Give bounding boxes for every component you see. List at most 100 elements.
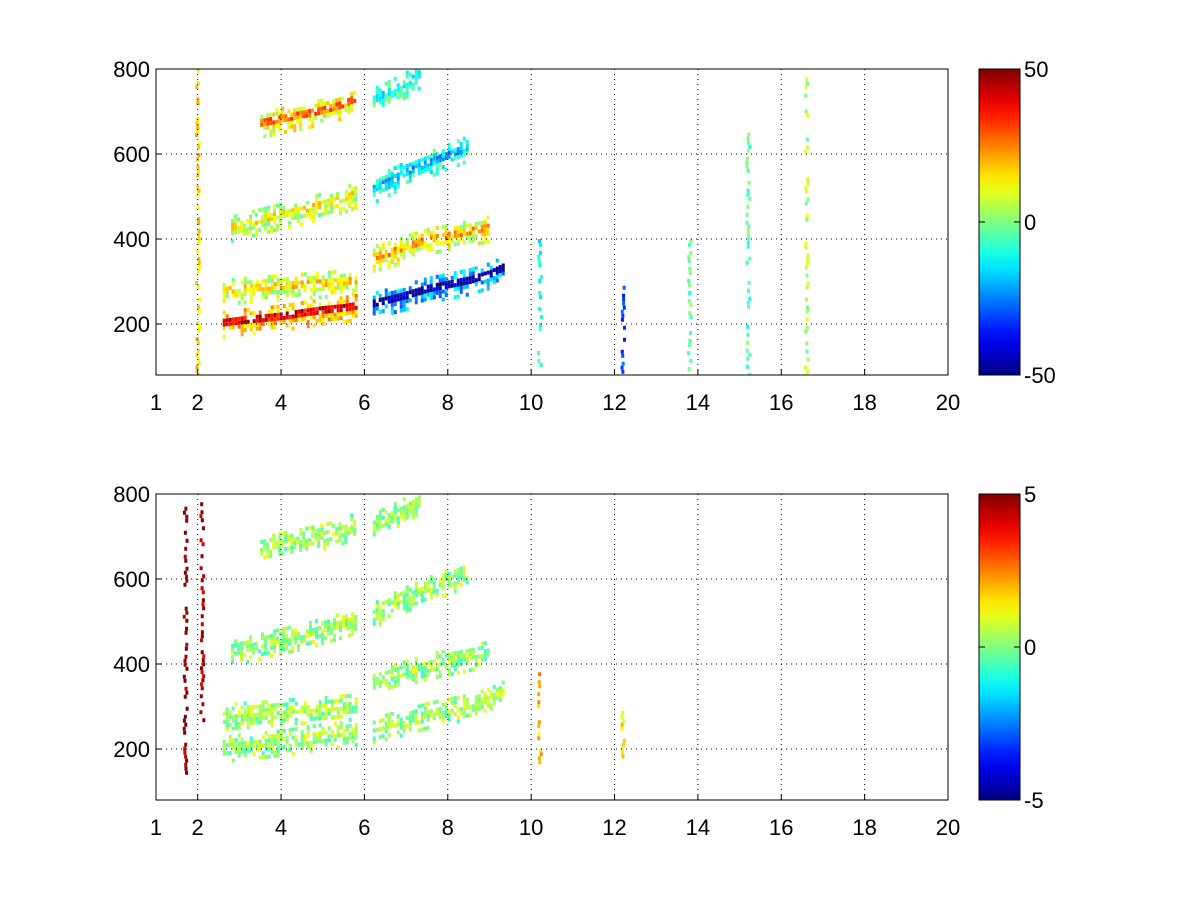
heatmap-cell	[746, 324, 750, 329]
heatmap-cell	[411, 673, 415, 678]
heatmap-cell	[336, 196, 340, 201]
heatmap-cell	[282, 303, 286, 308]
heatmap-cell	[312, 279, 316, 284]
heatmap-cell	[381, 679, 385, 684]
heatmap-cell	[441, 582, 445, 587]
heatmap-cell	[447, 583, 451, 588]
heatmap-cell	[804, 189, 808, 194]
heatmap-cell	[321, 212, 325, 217]
heatmap-cell	[321, 287, 325, 292]
heatmap-cell	[390, 94, 394, 99]
heatmap-cell	[317, 532, 321, 537]
heatmap-cell	[423, 714, 427, 719]
heatmap-cell	[393, 683, 397, 688]
heatmap-cell	[465, 276, 469, 281]
heatmap-cell	[336, 710, 340, 715]
heatmap-cell	[381, 90, 385, 95]
heatmap-cell	[312, 740, 316, 745]
heatmap-cell	[225, 751, 229, 756]
heatmap-cell	[447, 709, 451, 714]
heatmap-cell	[318, 295, 322, 300]
heatmap-cell	[276, 636, 280, 641]
heatmap-cell	[354, 305, 358, 310]
heatmap-cell	[315, 704, 319, 709]
heatmap-cell	[199, 638, 203, 643]
heatmap-cell	[390, 719, 394, 724]
heatmap-cell	[474, 222, 478, 227]
heatmap-cell	[453, 659, 457, 664]
heatmap-cell	[537, 720, 541, 725]
heatmap-cell	[435, 274, 439, 279]
heatmap-cell	[387, 177, 391, 182]
heatmap-cell	[317, 544, 321, 549]
heatmap-cell	[285, 323, 289, 328]
heatmap-cell	[309, 211, 313, 216]
heatmap-cell	[185, 770, 189, 775]
heatmap-cell	[465, 143, 469, 148]
heatmap-cell	[324, 711, 328, 716]
heatmap-cell	[477, 221, 481, 226]
heatmap-cell	[299, 106, 303, 111]
heatmap-cell	[294, 284, 298, 289]
heatmap-cell	[344, 536, 348, 541]
heatmap-cell	[438, 674, 442, 679]
heatmap-cell	[324, 703, 328, 708]
heatmap-cell	[339, 721, 343, 726]
heatmap-cell	[354, 276, 358, 281]
heatmap-cell	[306, 741, 310, 746]
heatmap-cell	[282, 643, 286, 648]
heatmap-cell	[420, 711, 424, 716]
heatmap-cell	[281, 551, 285, 556]
heatmap-cell	[201, 590, 205, 595]
heatmap-cell	[258, 649, 262, 654]
heatmap-cell	[314, 111, 318, 116]
heatmap-cell	[303, 312, 307, 317]
heatmap-cell	[252, 225, 256, 230]
heatmap-cell	[327, 202, 331, 207]
heatmap-cell	[326, 113, 330, 118]
heatmap-cell	[384, 253, 388, 258]
heatmap-cell	[444, 284, 448, 289]
heatmap-cell	[296, 536, 300, 541]
heatmap-cell	[804, 365, 808, 370]
heatmap-cell	[622, 738, 626, 743]
heatmap-cell	[447, 697, 451, 702]
heatmap-cell	[270, 225, 274, 230]
heatmap-cell	[243, 231, 247, 236]
heatmap-cell	[390, 608, 394, 613]
heatmap-cell	[622, 742, 626, 747]
heatmap-cell	[330, 734, 334, 739]
heatmap-cell	[432, 581, 436, 586]
heatmap-cell	[267, 317, 271, 322]
heatmap-cell	[538, 263, 542, 267]
heatmap-cell	[246, 288, 250, 293]
heatmap-cell	[243, 284, 247, 289]
heatmap-cell	[264, 278, 268, 283]
heatmap-cell	[453, 275, 457, 280]
heatmap-cell	[200, 634, 204, 639]
heatmap-cell	[426, 167, 430, 172]
heatmap-cell	[447, 239, 451, 244]
heatmap-cell	[327, 309, 331, 314]
heatmap-cell	[456, 233, 460, 238]
heatmap-cell	[339, 733, 343, 738]
heatmap-cell	[450, 700, 454, 705]
heatmap-cell	[327, 707, 331, 712]
heatmap-cell	[294, 628, 298, 633]
heatmap-cell	[321, 629, 325, 634]
heatmap-cell	[315, 618, 319, 623]
heatmap-cell	[249, 655, 253, 660]
heatmap-cell	[350, 100, 354, 105]
heatmap-cell	[276, 312, 280, 317]
heatmap-cell	[278, 552, 282, 557]
heatmap-cell	[348, 735, 352, 740]
heatmap-cell	[318, 306, 322, 311]
heatmap-cell	[468, 227, 472, 232]
heatmap-cell	[345, 626, 349, 631]
heatmap-cell	[326, 522, 330, 527]
heatmap-cell	[405, 588, 409, 593]
heatmap-cell	[396, 593, 400, 598]
heatmap-cell	[353, 519, 357, 524]
heatmap-cell	[276, 294, 280, 299]
heatmap-cell	[270, 229, 274, 234]
